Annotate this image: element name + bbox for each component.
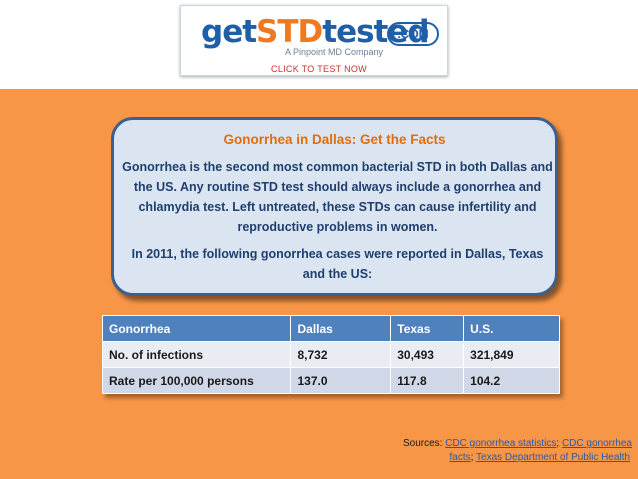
sources-line-2: facts; Texas Department of Public Health [355, 451, 632, 465]
site-logo[interactable]: getSTDtested .COM A Pinpoint MD Company [180, 5, 448, 76]
sources-footnote: Sources: CDC gonorrhea statistics; CDC g… [355, 437, 632, 465]
column-header: Texas [390, 315, 465, 342]
table-header-row: Gonorrhea Dallas Texas U.S. [101, 315, 560, 342]
logo-tagline: A Pinpoint MD Company [285, 47, 384, 57]
column-header: U.S. [463, 315, 560, 342]
column-header: Gonorrhea [101, 315, 292, 342]
sources-separator: ; [556, 438, 562, 449]
source-link-texas-dph[interactable]: Texas Department of Public Health [476, 452, 630, 463]
logo-word-std: STD [256, 14, 323, 50]
card-title: Gonorrhea in Dallas: Get the Facts [223, 132, 446, 147]
card-paragraph-cases: In 2011, the following gonorrhea cases w… [131, 247, 544, 281]
source-link-cdc-statistics[interactable]: CDC gonorrhea statistics [445, 438, 557, 449]
facts-card: Gonorrhea in Dallas: Get the Facts Gonor… [111, 117, 558, 296]
table-cell: Rate per 100,000 persons [101, 367, 292, 394]
logo-word-get: get [201, 14, 257, 50]
table-cell: 117.8 [390, 367, 465, 394]
gonorrhea-stats-table: Gonorrhea Dallas Texas U.S. No. of infec… [101, 315, 560, 394]
table-row: Rate per 100,000 persons 137.0 117.8 104… [101, 367, 560, 394]
table-cell: 137.0 [290, 367, 392, 394]
sources-line-1: Sources: CDC gonorrhea statistics; CDC g… [355, 437, 632, 451]
logo-dotcom-badge: .COM [387, 22, 439, 46]
sources-prefix: Sources: [402, 438, 446, 449]
table-row: No. of infections 8,732 30,493 321,849 [101, 341, 560, 368]
click-to-test-link[interactable]: CLICK TO TEST NOW [271, 64, 367, 74]
source-link-cdc-facts-cont[interactable]: facts [449, 452, 471, 463]
table-cell: 8,732 [290, 341, 392, 368]
column-header: Dallas [290, 315, 392, 342]
table-cell: 104.2 [463, 367, 560, 394]
table-cell: 30,493 [390, 341, 465, 368]
table-cell: 321,849 [463, 341, 560, 368]
card-paragraph-intro: Gonorrhea is the second most common bact… [122, 160, 553, 234]
table-cell: No. of infections [101, 341, 292, 368]
sources-separator: ; [470, 452, 477, 463]
source-link-cdc-facts[interactable]: CDC gonorrhea [561, 438, 632, 449]
header-band: getSTDtested .COM A Pinpoint MD Company … [0, 0, 638, 89]
